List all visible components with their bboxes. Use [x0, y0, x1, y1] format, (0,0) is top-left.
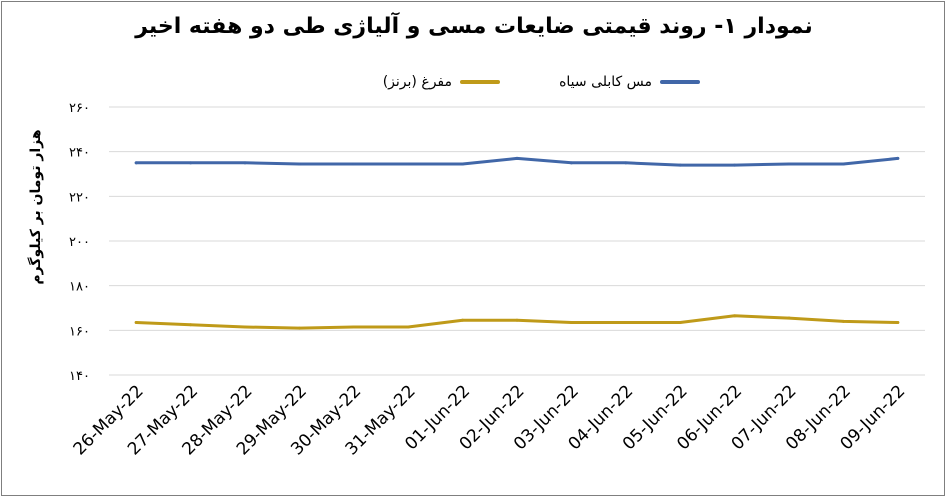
data-point	[569, 321, 573, 325]
data-point	[243, 325, 247, 329]
data-point	[189, 161, 193, 165]
legend-label-series-1: مس کابلی سیاه	[559, 74, 652, 90]
data-point	[297, 326, 301, 330]
data-point	[787, 162, 791, 166]
y-tick-label: ۱۴۰	[69, 369, 90, 384]
data-point	[624, 321, 628, 325]
y-tick-label: ۲۲۰	[69, 190, 90, 205]
data-point	[515, 318, 519, 322]
chart-legend: مس کابلی سیاه مفرغ (برنز)	[0, 70, 948, 94]
y-tick-label: ۲۰۰	[69, 235, 90, 250]
data-point	[297, 162, 301, 166]
data-point	[406, 325, 410, 329]
data-point	[624, 161, 628, 165]
data-point	[841, 162, 845, 166]
data-point	[406, 162, 410, 166]
data-point	[569, 161, 573, 165]
data-point	[787, 316, 791, 320]
legend-swatch-series-2	[460, 80, 500, 84]
data-point	[678, 163, 682, 167]
data-point	[733, 163, 737, 167]
data-point	[243, 161, 247, 165]
data-point	[678, 321, 682, 325]
legend-label-series-2: مفرغ (برنز)	[382, 74, 452, 90]
y-tick-label: ۱۸۰	[69, 280, 90, 295]
data-point	[896, 156, 900, 160]
legend-item-series-1: مس کابلی سیاه	[500, 70, 700, 94]
data-point	[733, 314, 737, 318]
y-tick-label: ۲۶۰	[69, 101, 90, 116]
chart-title: نمودار ۱- روند قیمتی ضایعات مسی و آلیاژی…	[135, 14, 813, 39]
y-tick-label: ۲۴۰	[69, 146, 90, 161]
data-point	[515, 156, 519, 160]
data-point	[896, 321, 900, 325]
data-point	[352, 325, 356, 329]
legend-item-series-2: مفرغ (برنز)	[300, 70, 500, 94]
data-point	[461, 162, 465, 166]
data-point	[461, 318, 465, 322]
data-point	[841, 319, 845, 323]
data-point	[352, 162, 356, 166]
data-point	[189, 323, 193, 327]
data-point	[134, 321, 138, 325]
y-tick-label: ۱۶۰	[69, 324, 90, 339]
data-point	[134, 161, 138, 165]
series-line-2	[134, 314, 900, 330]
legend-swatch-series-1	[660, 80, 700, 84]
